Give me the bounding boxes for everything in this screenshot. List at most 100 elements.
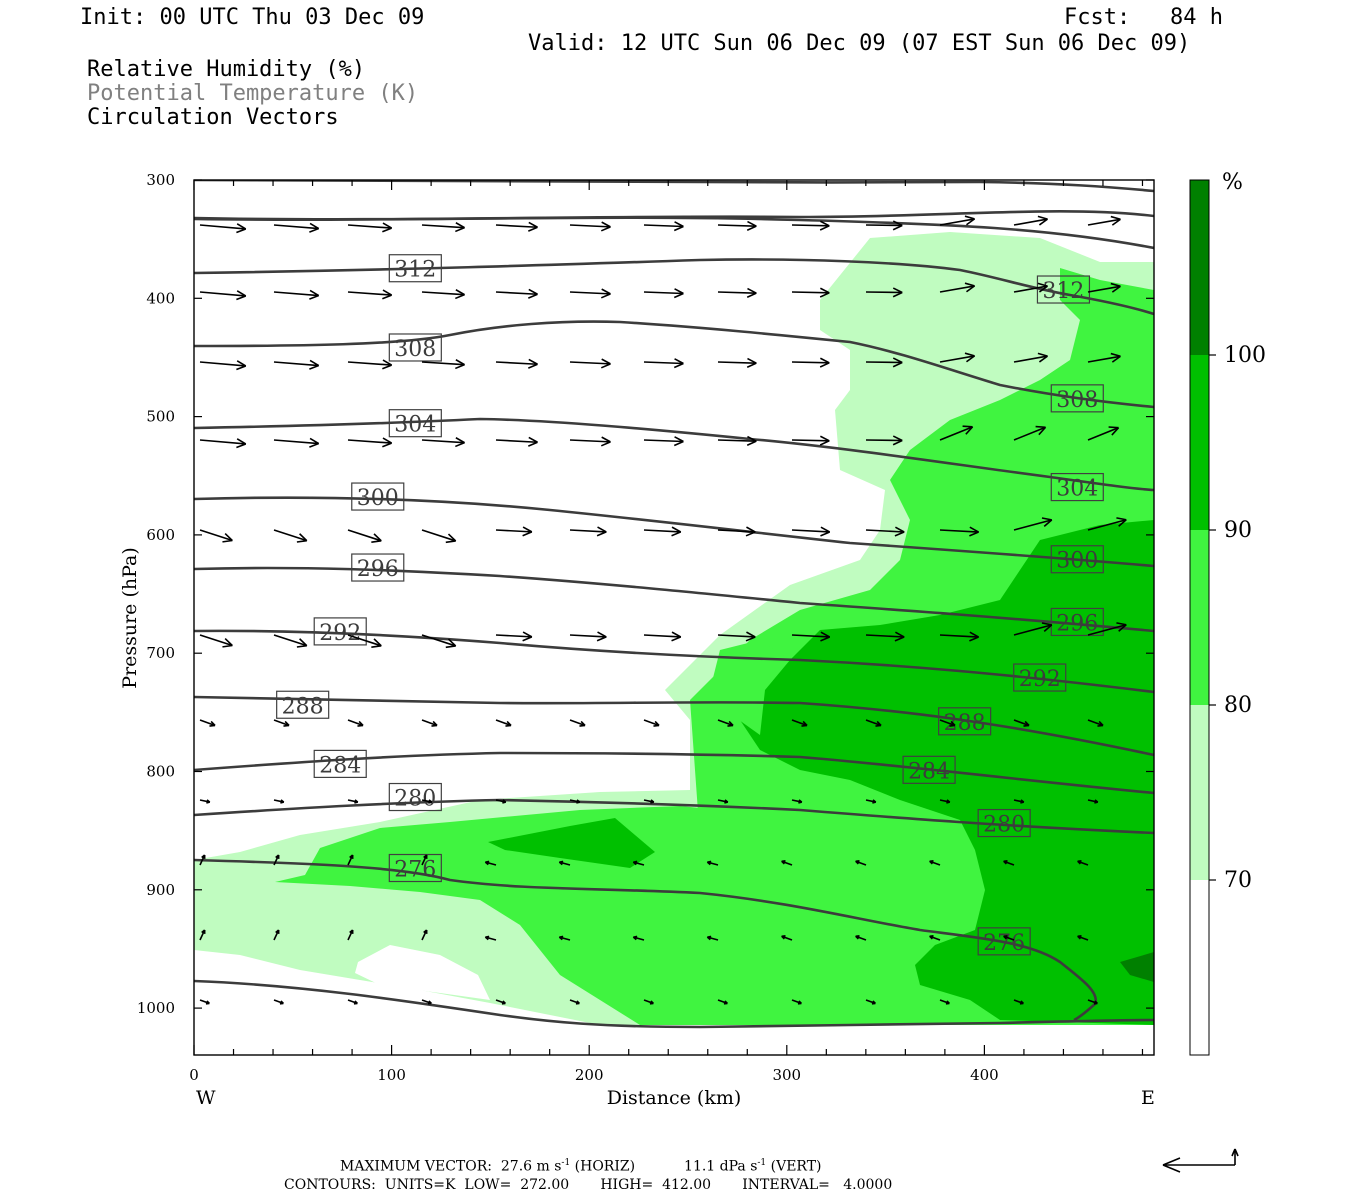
vector-arrow	[1013, 425, 1047, 441]
theta-label-box	[388, 782, 442, 812]
vector-arrow	[1087, 799, 1099, 804]
vector-arrow	[273, 359, 320, 370]
vector-arrow	[273, 289, 320, 300]
theta-label: 300	[1056, 549, 1098, 574]
theta-label-box	[388, 333, 442, 362]
legend-vectors: Circulation Vectors	[87, 105, 339, 130]
vector-arrow	[273, 222, 320, 233]
vector-arrow	[717, 999, 728, 1005]
theta-label-box	[938, 707, 992, 736]
y-axis-label: Pressure (hPa)	[119, 547, 141, 689]
theta-label: 288	[282, 694, 324, 719]
vector-arrow	[569, 526, 607, 537]
theta-line	[194, 695, 1154, 757]
y-tick-label: 900	[146, 881, 175, 899]
vector-arrow	[1013, 282, 1048, 293]
vector-arrow	[643, 719, 660, 727]
vector-arrow	[273, 529, 308, 543]
rh-fill-low-core	[488, 818, 655, 868]
colorbar-swatch-80	[1190, 530, 1209, 705]
theta-label-box	[1050, 545, 1104, 574]
vector-arrow	[717, 220, 757, 231]
vector-arrow	[495, 799, 507, 804]
vector-arrow	[558, 860, 571, 866]
vector-arrow	[495, 221, 538, 232]
vector-arrow	[569, 631, 607, 642]
vector-arrow	[347, 529, 382, 543]
vector-arrow	[484, 935, 497, 941]
vector-arrow	[791, 719, 808, 727]
vector-arrow	[569, 436, 611, 447]
vector-arrow	[199, 719, 216, 727]
theta-label-box	[977, 808, 1031, 838]
vector-arrow	[1013, 719, 1030, 727]
vector-arrow	[855, 935, 867, 941]
theta-label-box	[313, 617, 367, 646]
vector-arrow	[1087, 352, 1121, 363]
isentropes	[194, 180, 1154, 1029]
forecast-hour: Fcst: 84 h	[1064, 5, 1223, 30]
colorbar-label: 80	[1224, 693, 1252, 718]
vector-arrow	[421, 222, 465, 233]
vector-arrow	[199, 360, 247, 371]
colorbar-swatch-below	[1190, 880, 1209, 1055]
legend-theta: Potential Temperature (K)	[87, 81, 419, 106]
vector-arrow	[929, 935, 941, 941]
x-axis-label: Distance (km)	[607, 1087, 742, 1109]
vector-arrow	[643, 799, 655, 804]
theta-label-box	[388, 254, 442, 283]
vector-arrow	[1013, 622, 1053, 636]
vector-arrow	[865, 799, 877, 804]
theta-label-box	[902, 755, 956, 784]
theta-line	[194, 629, 1154, 694]
theta-label-box	[388, 853, 442, 883]
vector-arrow	[717, 287, 757, 298]
vector-arrow	[781, 860, 793, 866]
vector-arrow	[347, 289, 393, 300]
vector-arrow	[1077, 935, 1089, 941]
valid-time: Valid: 12 UTC Sun 06 Dec 09 (07 EST Sun …	[528, 31, 1191, 56]
vector-arrow	[1013, 517, 1053, 531]
x-end-label-east: E	[1141, 1087, 1155, 1109]
vector-arrow	[855, 860, 867, 866]
theta-label: 280	[394, 787, 436, 812]
theta-label: 308	[394, 337, 436, 362]
vector-arrow	[791, 220, 830, 231]
circulation-vectors	[199, 215, 1127, 1005]
theta-label-box	[351, 482, 405, 511]
colorbar-swatch-70	[1190, 705, 1209, 880]
theta-line	[194, 216, 1154, 250]
theta-label-box	[313, 749, 367, 779]
vector-arrow	[273, 634, 308, 648]
vector-arrow	[791, 526, 831, 537]
vector-arrow	[495, 719, 512, 727]
y-tick-label: 800	[146, 763, 175, 781]
axis-ticks: 300 400 500 600 700 800 900 1000 0 100 200 300 400	[137, 171, 1154, 1084]
vector-arrow	[421, 854, 428, 866]
vector-arrow	[495, 436, 538, 447]
vector-arrow	[421, 719, 438, 727]
vector-arrow	[1003, 860, 1015, 866]
theta-label: 276	[983, 931, 1025, 956]
vector-arrow	[199, 634, 233, 648]
vector-arrow	[495, 526, 533, 537]
vector-arrow	[495, 288, 538, 299]
vector-arrow	[865, 631, 905, 642]
theta-line	[194, 751, 1154, 795]
x-tick-label: 100	[377, 1066, 406, 1084]
vector-arrow	[717, 719, 734, 727]
y-tick-label: 600	[146, 526, 175, 544]
vector-arrow	[1013, 999, 1024, 1005]
vector-arrow	[643, 436, 684, 447]
vector-arrow	[1087, 282, 1121, 293]
vector-arrow	[791, 799, 803, 804]
theta-label-box	[388, 409, 442, 438]
theta-line	[194, 798, 1154, 835]
vector-arrow	[569, 799, 581, 804]
theta-label: 284	[319, 753, 361, 778]
theta-label-box	[276, 690, 330, 719]
theta-label: 304	[1056, 477, 1098, 502]
vector-arrow	[569, 719, 586, 727]
plot-frame	[193, 179, 1155, 1056]
vector-arrow	[781, 935, 793, 941]
